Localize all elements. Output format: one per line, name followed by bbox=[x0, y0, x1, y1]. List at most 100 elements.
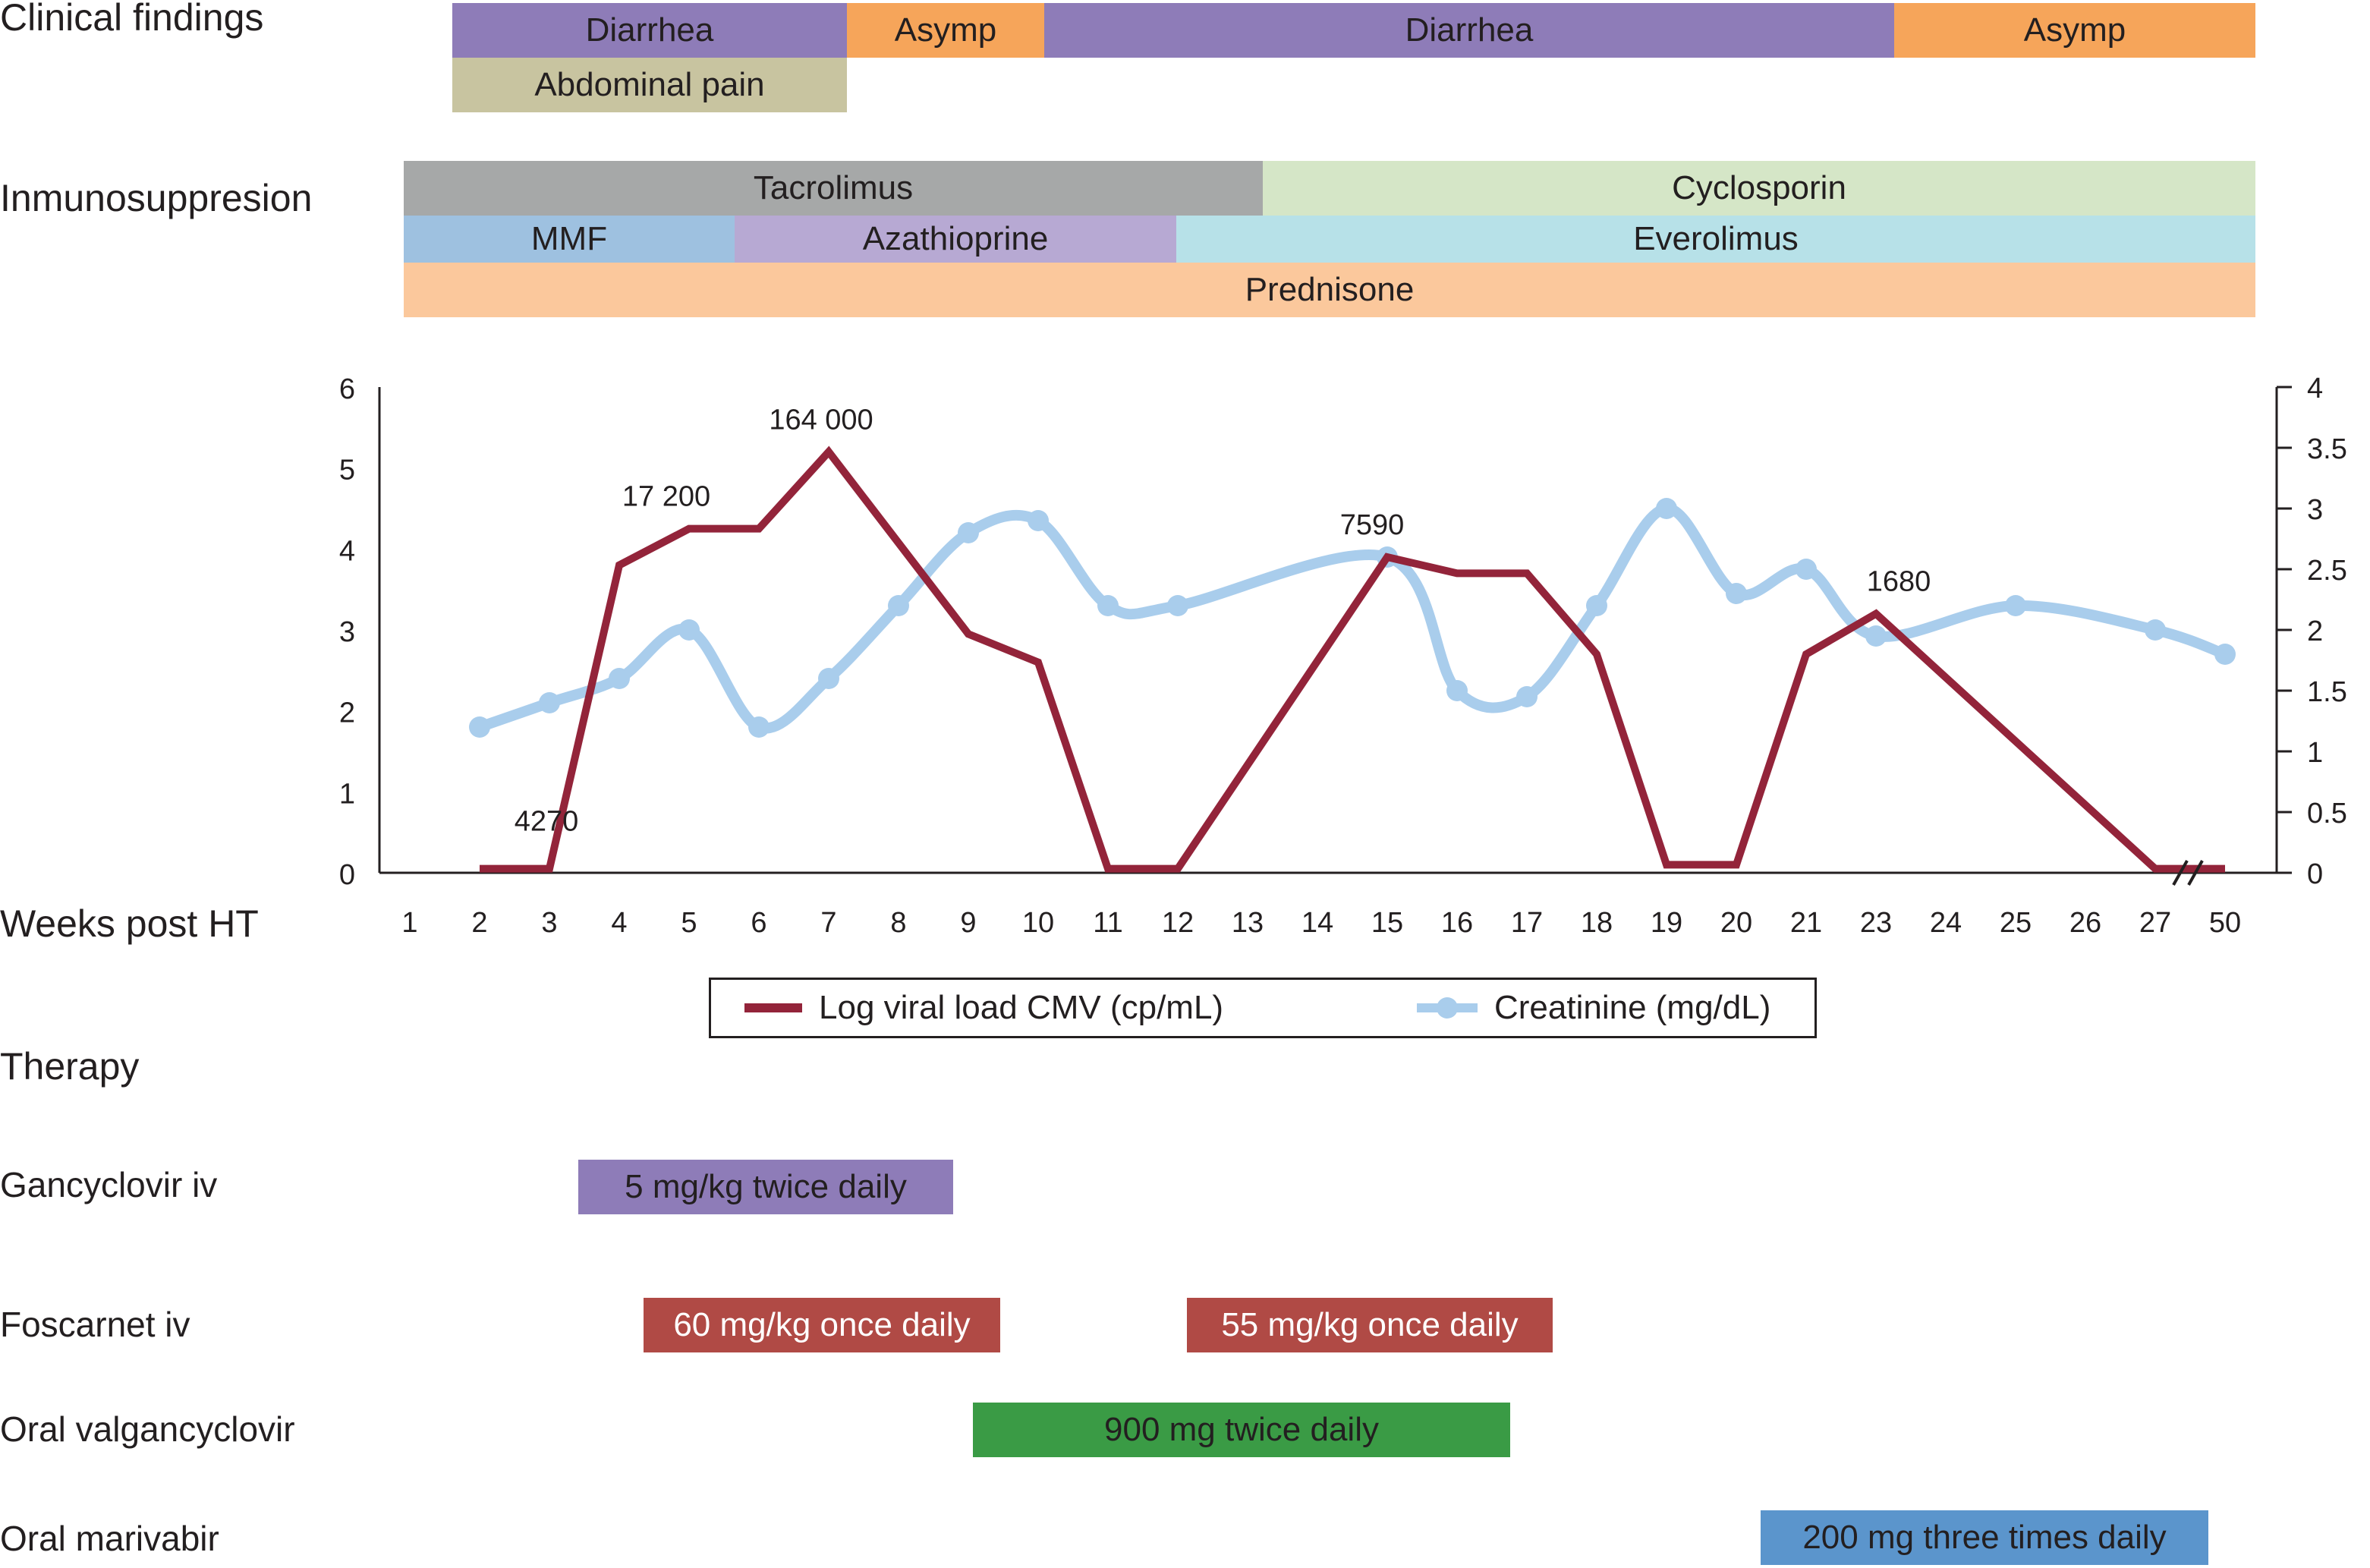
creatinine-point bbox=[678, 619, 700, 641]
x-tick-label: 50 bbox=[2209, 907, 2241, 939]
creatinine-point bbox=[1446, 680, 1468, 701]
right-tick-label: 0 bbox=[2307, 858, 2323, 890]
x-tick-label: 4 bbox=[611, 907, 627, 939]
creatinine-point bbox=[958, 522, 979, 543]
creatinine-point bbox=[1097, 595, 1119, 616]
creatinine-point bbox=[888, 595, 909, 616]
right-tick-label: 4 bbox=[2307, 373, 2323, 405]
immunosuppression-heading: Inmunosuppresion bbox=[0, 177, 313, 219]
immuno-bar-mmf: MMF bbox=[404, 216, 735, 263]
creatinine-point bbox=[469, 716, 490, 738]
therapy-bar-marivabir: 200 mg three times daily bbox=[1761, 1510, 2208, 1565]
x-tick-label: 6 bbox=[751, 907, 766, 939]
drug-label-gancyclovir: Gancyclovir iv bbox=[0, 1165, 218, 1204]
therapy-bar-gancyclovir: 5 mg/kg twice daily bbox=[578, 1160, 953, 1214]
chart-legend: Log viral load CMV (cp/mL) Creatinine (m… bbox=[709, 978, 1817, 1038]
immuno-bar-azathioprine: Azathioprine bbox=[735, 216, 1176, 263]
x-tick-label: 13 bbox=[1232, 907, 1264, 939]
creatinine-point bbox=[1726, 583, 1747, 604]
legend-label-cmv: Log viral load CMV (cp/mL) bbox=[819, 989, 1224, 1026]
x-tick-label: 18 bbox=[1581, 907, 1613, 939]
x-tick-label: 3 bbox=[541, 907, 557, 939]
axis-break-stroke bbox=[2187, 860, 2204, 886]
right-tick-label: 2.5 bbox=[2307, 555, 2347, 587]
x-axis-title: Weeks post HT bbox=[0, 902, 259, 945]
creatinine-point bbox=[2214, 644, 2236, 665]
creatinine-point bbox=[1586, 595, 1607, 616]
x-tick-label: 8 bbox=[890, 907, 906, 939]
x-tick-label: 9 bbox=[960, 907, 976, 939]
x-tick-label: 24 bbox=[1930, 907, 1962, 939]
legend-swatch-cmv bbox=[744, 1003, 802, 1012]
creatinine-point bbox=[609, 668, 630, 689]
x-tick-label: 5 bbox=[681, 907, 697, 939]
clinical-bar-abdominal-pain: Abdominal pain bbox=[452, 58, 847, 112]
left-tick-label: 3 bbox=[339, 616, 355, 648]
creatinine-point bbox=[539, 692, 560, 713]
x-tick-label: 15 bbox=[1371, 907, 1403, 939]
axis-break-mark bbox=[2172, 860, 2204, 886]
x-tick-label: 23 bbox=[1860, 907, 1892, 939]
right-tick-label: 1.5 bbox=[2307, 676, 2347, 708]
x-tick-label: 21 bbox=[1790, 907, 1822, 939]
x-tick-label: 12 bbox=[1162, 907, 1194, 939]
creatinine-point bbox=[1656, 498, 1677, 519]
creatinine-point bbox=[1167, 595, 1188, 616]
right-tick-label: 1 bbox=[2307, 737, 2323, 769]
cmv-series-line bbox=[480, 446, 2225, 873]
x-tick-label: 2 bbox=[471, 907, 487, 939]
right-tick-label: 2 bbox=[2307, 616, 2323, 647]
cmv-point-label: 17 200 bbox=[622, 481, 710, 513]
creatinine-point bbox=[1865, 625, 1887, 647]
right-tick-label: 0.5 bbox=[2307, 798, 2347, 830]
legend-swatch-creatinine bbox=[1417, 997, 1478, 1019]
creatinine-point bbox=[2005, 595, 2026, 616]
immuno-bar-cyclosporin: Cyclosporin bbox=[1263, 161, 2255, 216]
x-tick-label: 10 bbox=[1022, 907, 1054, 939]
left-tick-label: 4 bbox=[339, 535, 355, 567]
clinical-bar-diarrhea-2: Diarrhea bbox=[1044, 3, 1894, 58]
immuno-bar-tacrolimus: Tacrolimus bbox=[404, 161, 1263, 216]
left-tick-label: 2 bbox=[339, 697, 355, 729]
clinical-bar-asymp-2: Asymp bbox=[1894, 3, 2255, 58]
drug-label-valgancyclovir: Oral valgancyclovir bbox=[0, 1409, 295, 1449]
cmv-point-label: 164 000 bbox=[769, 404, 873, 436]
therapy-bar-foscarnet-1: 60 mg/kg once daily bbox=[644, 1298, 1000, 1352]
legend-label-creatinine: Creatinine (mg/dL) bbox=[1494, 989, 1771, 1026]
drug-label-marivabir: Oral marivabir bbox=[0, 1519, 219, 1558]
left-tick-label: 1 bbox=[339, 778, 355, 810]
right-tick-label: 3.5 bbox=[2307, 433, 2347, 465]
cmv-point-label: 7590 bbox=[1340, 509, 1405, 541]
axis-break-stroke bbox=[2172, 860, 2189, 886]
immuno-bar-prednisone: Prednisone bbox=[404, 263, 2255, 317]
creatinine-point bbox=[2145, 619, 2166, 641]
x-tick-label: 17 bbox=[1511, 907, 1543, 939]
therapy-heading: Therapy bbox=[0, 1045, 140, 1088]
creatinine-point bbox=[818, 668, 839, 689]
x-tick-label: 20 bbox=[1720, 907, 1752, 939]
x-tick-label: 25 bbox=[2000, 907, 2032, 939]
creatinine-point bbox=[1516, 686, 1538, 707]
clinical-bar-diarrhea-1: Diarrhea bbox=[452, 3, 847, 58]
therapy-bar-valgancyclovir: 900 mg twice daily bbox=[973, 1403, 1510, 1457]
right-tick-label: 3 bbox=[2307, 494, 2323, 526]
x-tick-label: 7 bbox=[820, 907, 836, 939]
x-tick-label: 26 bbox=[2069, 907, 2101, 939]
x-tick-label: 19 bbox=[1651, 907, 1682, 939]
clinical-findings-heading: Clinical findings bbox=[0, 0, 264, 39]
clinical-bar-asymp-1: Asymp bbox=[847, 3, 1044, 58]
left-tick-label: 0 bbox=[339, 859, 355, 891]
x-tick-label: 1 bbox=[401, 907, 417, 939]
left-tick-label: 6 bbox=[339, 373, 355, 405]
x-tick-label: 11 bbox=[1093, 907, 1122, 939]
therapy-bar-foscarnet-2: 55 mg/kg once daily bbox=[1187, 1298, 1553, 1352]
cmv-point-label: 4270 bbox=[515, 806, 579, 838]
x-tick-label: 27 bbox=[2139, 907, 2171, 939]
legend-item-creatinine: Creatinine (mg/dL) bbox=[1417, 980, 1770, 1036]
drug-label-foscarnet: Foscarnet iv bbox=[0, 1305, 190, 1344]
x-tick-label: 14 bbox=[1301, 907, 1333, 939]
legend-item-cmv: Log viral load CMV (cp/mL) bbox=[744, 980, 1223, 1036]
creatinine-point bbox=[1028, 510, 1049, 531]
creatinine-point bbox=[1796, 559, 1817, 580]
